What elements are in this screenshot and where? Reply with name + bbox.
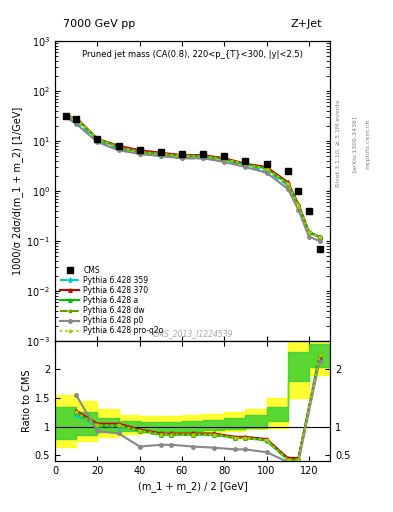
- Y-axis label: Ratio to CMS: Ratio to CMS: [22, 370, 32, 432]
- Text: [arXiv:1306.3436]: [arXiv:1306.3436]: [352, 115, 357, 172]
- X-axis label: (m_1 + m_2) / 2 [GeV]: (m_1 + m_2) / 2 [GeV]: [138, 481, 248, 492]
- Text: Rivet 3.1.10, ≥ 3.1M events: Rivet 3.1.10, ≥ 3.1M events: [336, 100, 341, 187]
- Text: Z+Jet: Z+Jet: [290, 19, 322, 29]
- Text: Pruned jet mass (CA(0.8), 220<p_{T}<300, |y|<2.5): Pruned jet mass (CA(0.8), 220<p_{T}<300,…: [82, 50, 303, 59]
- Text: 7000 GeV pp: 7000 GeV pp: [63, 19, 136, 29]
- Text: CMS_2013_I1224539: CMS_2013_I1224539: [152, 329, 233, 338]
- Y-axis label: 1000/σ 2dσ/d(m_1 + m_2) [1/GeV]: 1000/σ 2dσ/d(m_1 + m_2) [1/GeV]: [13, 107, 24, 275]
- Text: mcplots.cern.ch: mcplots.cern.ch: [365, 118, 371, 168]
- Legend: CMS, Pythia 6.428 359, Pythia 6.428 370, Pythia 6.428 a, Pythia 6.428 dw, Pythia: CMS, Pythia 6.428 359, Pythia 6.428 370,…: [59, 264, 165, 337]
